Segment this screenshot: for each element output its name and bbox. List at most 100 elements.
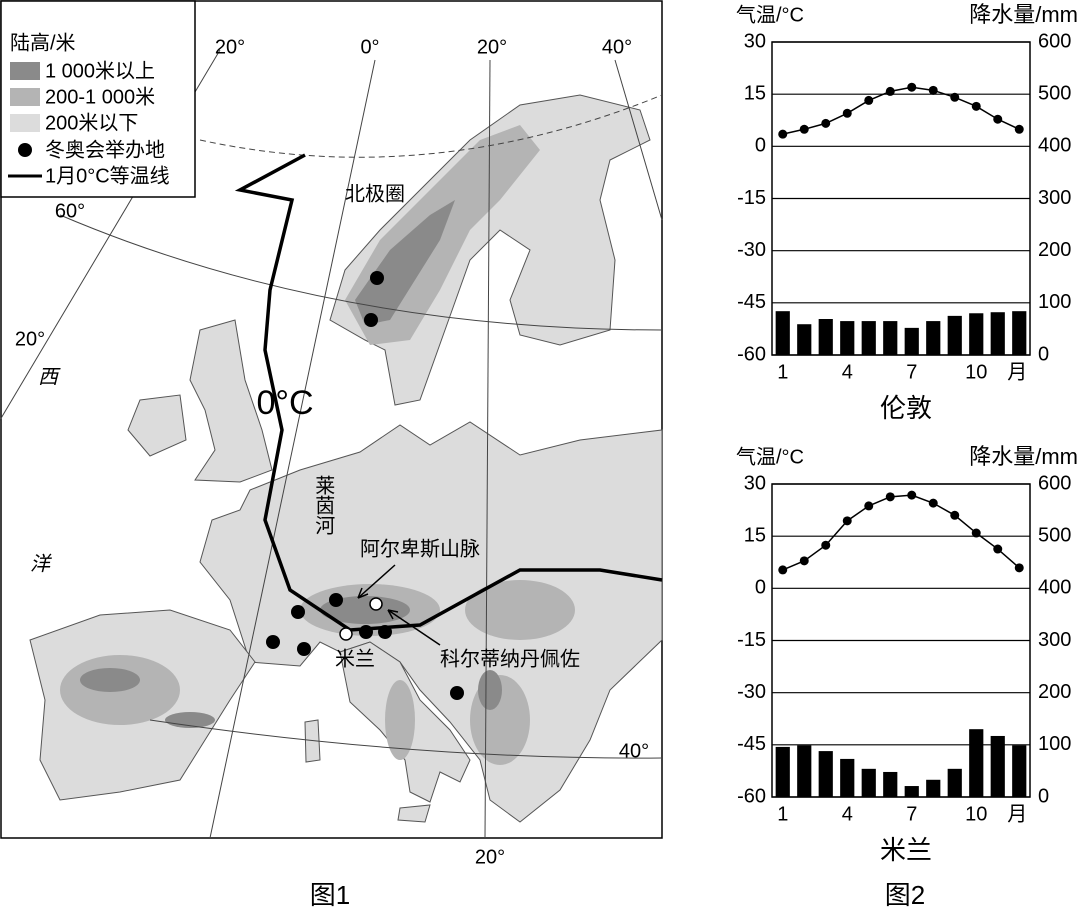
precipitation-bar bbox=[926, 321, 941, 355]
x-tick-label: 10 bbox=[965, 803, 987, 825]
precipitation-bar bbox=[861, 321, 876, 355]
precipitation-bar bbox=[947, 315, 962, 355]
precipitation-bar bbox=[797, 324, 812, 355]
x-tick-label: 4 bbox=[842, 803, 853, 825]
y-tick-label: 0 bbox=[755, 135, 766, 157]
temperature-point bbox=[885, 86, 895, 96]
precipitation-bar bbox=[818, 751, 833, 797]
temperature-point bbox=[864, 95, 874, 105]
y-tick-label: -60 bbox=[737, 785, 766, 807]
precipitation-bar bbox=[840, 758, 855, 797]
temperature-point bbox=[928, 498, 938, 508]
city-label: 科尔蒂纳丹佩佐 bbox=[440, 647, 580, 670]
graticule-label: 20° bbox=[475, 846, 505, 868]
y-tick-label: -15 bbox=[737, 187, 766, 209]
plot-frame bbox=[771, 483, 1031, 798]
temperature-point bbox=[950, 510, 960, 520]
y-tick-label: -15 bbox=[737, 629, 766, 651]
temperature-point bbox=[907, 82, 917, 92]
temperature-point bbox=[1014, 563, 1024, 573]
y2-tick-label: 500 bbox=[1038, 524, 1071, 546]
temperature-point bbox=[950, 92, 960, 102]
figure-caption: 图1 bbox=[310, 880, 350, 910]
y-tick-label: 15 bbox=[744, 524, 766, 546]
river-label: 莱茵河 bbox=[312, 475, 335, 535]
temperature-point bbox=[864, 501, 874, 511]
y2-tick-label: 0 bbox=[1038, 343, 1049, 365]
temperature-point bbox=[1014, 124, 1024, 134]
temperature-point bbox=[799, 556, 809, 566]
precipitation-bar bbox=[861, 768, 876, 797]
graticule-label: 0° bbox=[360, 36, 379, 58]
y-tick-label: -60 bbox=[737, 343, 766, 365]
y-tick-label: -30 bbox=[737, 239, 766, 261]
graticule-label: 20° bbox=[215, 36, 245, 58]
temperature-point bbox=[821, 118, 831, 128]
y2-tick-label: 100 bbox=[1038, 733, 1071, 755]
y2-tick-label: 0 bbox=[1038, 785, 1049, 807]
precipitation-bar bbox=[775, 311, 790, 355]
ocean-label: 洋 bbox=[30, 553, 52, 575]
y-tick-label: 30 bbox=[744, 472, 766, 494]
x-tick-label: 1 bbox=[777, 361, 788, 383]
city-label: 米兰 bbox=[335, 647, 375, 670]
temperature-line bbox=[782, 494, 1020, 571]
precipitation-bar bbox=[797, 745, 812, 797]
precipitation-bar bbox=[775, 746, 790, 797]
temperature-point bbox=[778, 129, 788, 139]
y2-tick-label: 600 bbox=[1038, 30, 1071, 52]
temperature-point bbox=[993, 544, 1003, 554]
y2-axis-title: 降水量/mm bbox=[969, 2, 1078, 27]
y2-tick-label: 100 bbox=[1038, 291, 1071, 313]
y2-tick-label: 400 bbox=[1038, 135, 1071, 157]
y2-tick-label: 600 bbox=[1038, 472, 1071, 494]
y-tick-label: 15 bbox=[744, 82, 766, 104]
y-tick-label: -45 bbox=[737, 291, 766, 313]
temperature-point bbox=[842, 108, 852, 118]
x-tick-label: 4 bbox=[842, 361, 853, 383]
legend-item: 200米以下 bbox=[45, 111, 138, 134]
precipitation-bar bbox=[904, 327, 919, 355]
y-axis-title: 气温/°C bbox=[736, 445, 804, 468]
temperature-point bbox=[842, 516, 852, 526]
precipitation-bar bbox=[1012, 311, 1027, 355]
y2-tick-label: 500 bbox=[1038, 82, 1071, 104]
precipitation-bar bbox=[969, 313, 984, 355]
isotherm-label: 0°C bbox=[256, 384, 313, 422]
legend-item: 200-1 000米 bbox=[45, 85, 155, 108]
x-axis-title: 月 bbox=[1007, 361, 1027, 383]
y2-tick-label: 300 bbox=[1038, 187, 1071, 209]
temperature-point bbox=[799, 124, 809, 134]
y-tick-label: 0 bbox=[755, 577, 766, 599]
y2-tick-label: 300 bbox=[1038, 629, 1071, 651]
precipitation-bar bbox=[990, 312, 1005, 355]
precipitation-bar bbox=[883, 321, 898, 355]
y2-tick-label: 200 bbox=[1038, 239, 1071, 261]
legend-title: 陆高/米 bbox=[10, 31, 76, 54]
graticule-label: 40° bbox=[619, 740, 649, 762]
legend-item: 1月0°C等温线 bbox=[45, 164, 170, 187]
arctic-circle-label: 北极圈 bbox=[345, 182, 405, 205]
x-tick-label: 1 bbox=[777, 803, 788, 825]
y-tick-label: -45 bbox=[737, 733, 766, 755]
precipitation-bar bbox=[926, 779, 941, 797]
temperature-point bbox=[885, 492, 895, 502]
temperature-point bbox=[971, 101, 981, 111]
precipitation-bar bbox=[947, 768, 962, 797]
legend-item: 1 000米以上 bbox=[45, 59, 155, 82]
temperature-point bbox=[907, 490, 917, 500]
precipitation-bar bbox=[840, 321, 855, 355]
temperature-point bbox=[971, 528, 981, 538]
x-axis-title: 月 bbox=[1007, 803, 1027, 825]
chart-title: 米兰 bbox=[880, 835, 932, 865]
precipitation-bar bbox=[1012, 745, 1027, 797]
temperature-point bbox=[821, 540, 831, 550]
precipitation-bar bbox=[990, 735, 1005, 797]
graticule-label: 20° bbox=[477, 36, 507, 58]
chart-title: 伦敦 bbox=[880, 393, 932, 423]
x-tick-label: 7 bbox=[906, 361, 917, 383]
y2-tick-label: 400 bbox=[1038, 577, 1071, 599]
figure-caption: 图2 bbox=[885, 880, 925, 910]
precipitation-bar bbox=[904, 786, 919, 797]
